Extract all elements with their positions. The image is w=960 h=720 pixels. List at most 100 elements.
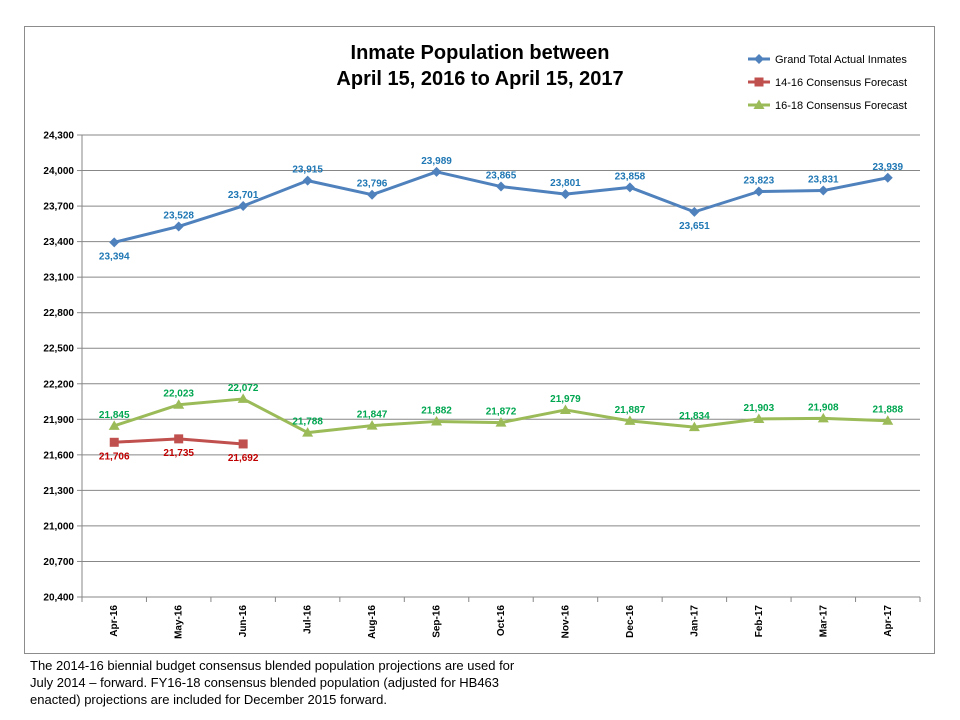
legend-label: 14-16 Consensus Forecast xyxy=(775,77,907,89)
data-point-triangle xyxy=(559,404,571,414)
y-axis-tick-labels: 20,400 20,700 21,000 21,300 21,600 21,900 22,2… xyxy=(43,131,74,604)
y-tick-label: 21,000 xyxy=(43,521,74,532)
data-point-diamond xyxy=(367,189,378,200)
data-label: 21,979 xyxy=(550,394,581,405)
series-2 xyxy=(108,393,894,437)
y-tick-label: 20,700 xyxy=(43,557,74,568)
data-point-triangle xyxy=(495,417,507,427)
data-label: 21,788 xyxy=(292,417,323,428)
data-labels: 23,394 23,528 23,701 23,915 23,796 23,989 23,8… xyxy=(99,156,904,464)
y-tick-label: 23,700 xyxy=(43,202,74,213)
data-label: 23,651 xyxy=(679,221,710,232)
data-label: 21,872 xyxy=(486,407,517,418)
data-point-triangle xyxy=(753,413,765,423)
x-axis-tick-labels: Apr-16 May-16 Jun-16 Jul-16 Aug-16 Sep-16 Oct-… xyxy=(109,605,894,639)
data-label: 23,394 xyxy=(99,251,130,262)
legend-label: Grand Total Actual Inmates xyxy=(775,54,907,66)
y-tick-label: 23,400 xyxy=(43,237,74,248)
data-point-diamond xyxy=(624,182,635,193)
data-point-triangle xyxy=(366,420,378,430)
data-point-triangle xyxy=(108,420,120,430)
footnote-line-2: July 2014 – forward. FY16-18 consensus b… xyxy=(30,675,500,690)
data-point-triangle xyxy=(624,415,636,425)
x-tick-label: Nov-16 xyxy=(560,605,571,639)
x-tick-label: Jul-16 xyxy=(303,605,314,634)
y-tick-label: 22,200 xyxy=(43,379,74,390)
data-label: 21,706 xyxy=(99,451,130,462)
data-point-triangle xyxy=(173,399,185,409)
data-label: 23,528 xyxy=(163,210,194,221)
data-point-diamond xyxy=(302,175,313,186)
y-tick-label: 21,300 xyxy=(43,486,74,497)
data-point-triangle xyxy=(237,393,249,403)
data-point-triangle xyxy=(882,415,894,425)
y-tick-label: 21,900 xyxy=(43,415,74,426)
y-tick-label: 21,600 xyxy=(43,450,74,461)
chart-title: Inmate Population between April 15, 2016… xyxy=(260,40,700,92)
chart-title-line-1: Inmate Population between xyxy=(350,42,610,64)
data-point-square xyxy=(174,434,184,444)
y-tick-label: 22,500 xyxy=(43,344,74,355)
x-tick-label: Jan-17 xyxy=(689,605,700,637)
data-point-diamond xyxy=(238,200,249,211)
data-label: 21,735 xyxy=(163,448,194,459)
series-1 xyxy=(109,434,248,449)
data-point-triangle xyxy=(302,427,314,437)
data-point-square xyxy=(238,439,248,449)
x-tick-label: Oct-16 xyxy=(496,605,507,637)
data-label: 23,989 xyxy=(421,156,452,167)
axes xyxy=(77,134,921,602)
data-label: 21,882 xyxy=(421,405,452,416)
data-label: 23,939 xyxy=(872,162,903,173)
data-label: 23,701 xyxy=(228,190,259,201)
data-point-diamond xyxy=(754,54,764,64)
x-tick-label: Aug-16 xyxy=(367,605,378,639)
footnote-line-1: The 2014-16 biennial budget consensus bl… xyxy=(30,658,515,673)
data-label: 23,801 xyxy=(550,178,581,189)
data-point-diamond xyxy=(818,185,829,196)
data-point-square xyxy=(109,437,119,447)
data-point-diamond xyxy=(496,181,506,192)
data-point-diamond xyxy=(431,166,442,177)
footnote-line-3: enacted) projections are included for De… xyxy=(30,692,387,707)
data-point-diamond xyxy=(109,237,120,248)
data-point-square xyxy=(754,77,764,87)
data-label: 23,796 xyxy=(357,179,388,190)
data-label: 23,865 xyxy=(486,171,517,182)
x-tick-label: Dec-16 xyxy=(625,605,636,638)
data-point-triangle xyxy=(688,421,700,432)
series xyxy=(108,166,894,449)
data-label: 23,915 xyxy=(292,165,323,176)
y-tick-label: 20,400 xyxy=(43,593,74,604)
data-point-diamond xyxy=(689,206,700,217)
y-tick-label: 22,800 xyxy=(43,308,74,319)
x-tick-label: Apr-16 xyxy=(109,605,120,637)
legend-entry-2: 16-18 Consensus Forecast xyxy=(748,99,907,112)
legend-label: 16-18 Consensus Forecast xyxy=(775,100,907,112)
x-tick-label: Apr-17 xyxy=(883,605,894,637)
data-label: 22,072 xyxy=(228,383,259,394)
x-tick-label: Mar-17 xyxy=(818,605,829,638)
data-label: 21,908 xyxy=(808,402,839,413)
data-label: 21,903 xyxy=(744,403,775,414)
data-label: 21,845 xyxy=(99,410,130,421)
x-tick-label: Sep-16 xyxy=(432,605,443,638)
data-label: 21,887 xyxy=(615,405,646,416)
data-label: 21,692 xyxy=(228,453,259,464)
legend-entry-0: Grand Total Actual Inmates xyxy=(748,54,907,66)
x-tick-label: Feb-17 xyxy=(754,605,765,638)
data-label: 21,847 xyxy=(357,410,388,421)
footnote: The 2014-16 biennial budget consensus bl… xyxy=(30,657,590,708)
data-point-triangle xyxy=(431,415,443,426)
legend: Grand Total Actual Inmates 14-16 Consensu… xyxy=(748,54,907,112)
chart-frame xyxy=(24,26,935,654)
gridlines xyxy=(82,134,920,598)
data-point-diamond xyxy=(753,186,764,197)
legend-entry-1: 14-16 Consensus Forecast xyxy=(748,77,907,89)
data-label: 23,831 xyxy=(808,175,839,186)
chart-title-line-2: April 15, 2016 to April 15, 2017 xyxy=(336,68,624,90)
y-tick-label: 24,300 xyxy=(43,131,74,142)
data-label: 21,834 xyxy=(679,411,710,422)
data-point-triangle xyxy=(753,99,765,109)
data-label: 22,023 xyxy=(163,389,194,400)
